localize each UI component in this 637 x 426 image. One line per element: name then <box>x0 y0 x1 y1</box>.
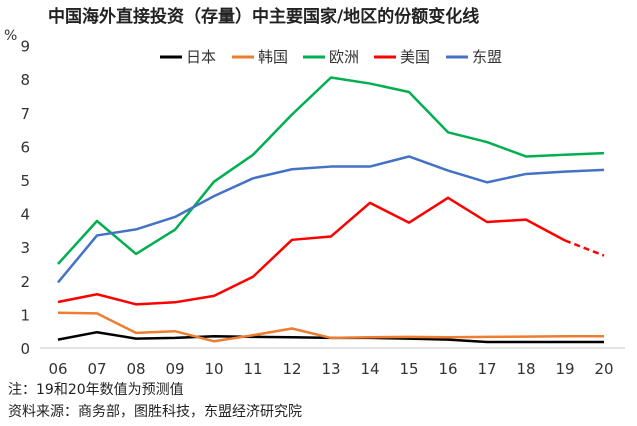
legend-label: 韩国 <box>258 48 288 66</box>
x-tick-label: 10 <box>204 360 223 378</box>
y-tick-label: 3 <box>20 239 30 257</box>
x-tick-label: 14 <box>360 360 379 378</box>
x-tick-label: 12 <box>282 360 301 378</box>
y-tick-label: 4 <box>20 206 30 224</box>
note-forecast: 注：19和20年数值为预测值 <box>8 382 184 398</box>
y-tick-label: 9 <box>20 38 30 56</box>
chart-title: 中国海外直接投资（存量）中主要国家/地区的份额变化线 <box>48 6 479 27</box>
x-tick-label: 18 <box>516 360 535 378</box>
y-tick-label: 7 <box>20 105 30 123</box>
x-tick-label: 06 <box>48 360 67 378</box>
y-tick-label: 5 <box>20 172 30 190</box>
x-tick-label: 09 <box>165 360 184 378</box>
x-tick-label: 11 <box>243 360 262 378</box>
legend-label: 美国 <box>400 48 430 66</box>
series-forecast-segment <box>564 239 605 257</box>
x-tick-label: 15 <box>399 360 418 378</box>
y-tick-label: 1 <box>20 306 30 324</box>
x-tick-label: 08 <box>126 360 145 378</box>
series-line-美国 <box>57 196 566 306</box>
legend-label: 欧洲 <box>329 48 359 66</box>
x-tick-label: 07 <box>87 360 106 378</box>
x-tick-label: 16 <box>438 360 457 378</box>
series-line-韩国 <box>57 311 604 343</box>
x-tick-label: 19 <box>555 360 574 378</box>
legend-label: 东盟 <box>472 48 502 66</box>
note-source: 资料来源：商务部，图胜科技，东盟经济研究院 <box>8 404 302 420</box>
series-line-东盟 <box>57 155 605 284</box>
y-axis-label: % <box>4 28 17 44</box>
x-tick-label: 20 <box>594 360 613 378</box>
y-tick-label: 0 <box>20 340 30 358</box>
x-tick-label: 13 <box>321 360 340 378</box>
y-tick-label: 2 <box>20 273 30 291</box>
y-tick-label: 6 <box>20 138 30 156</box>
x-tick-label: 17 <box>477 360 496 378</box>
series-line-欧洲 <box>57 76 605 265</box>
y-tick-label: 8 <box>20 71 30 89</box>
legend-label: 日本 <box>186 48 216 66</box>
